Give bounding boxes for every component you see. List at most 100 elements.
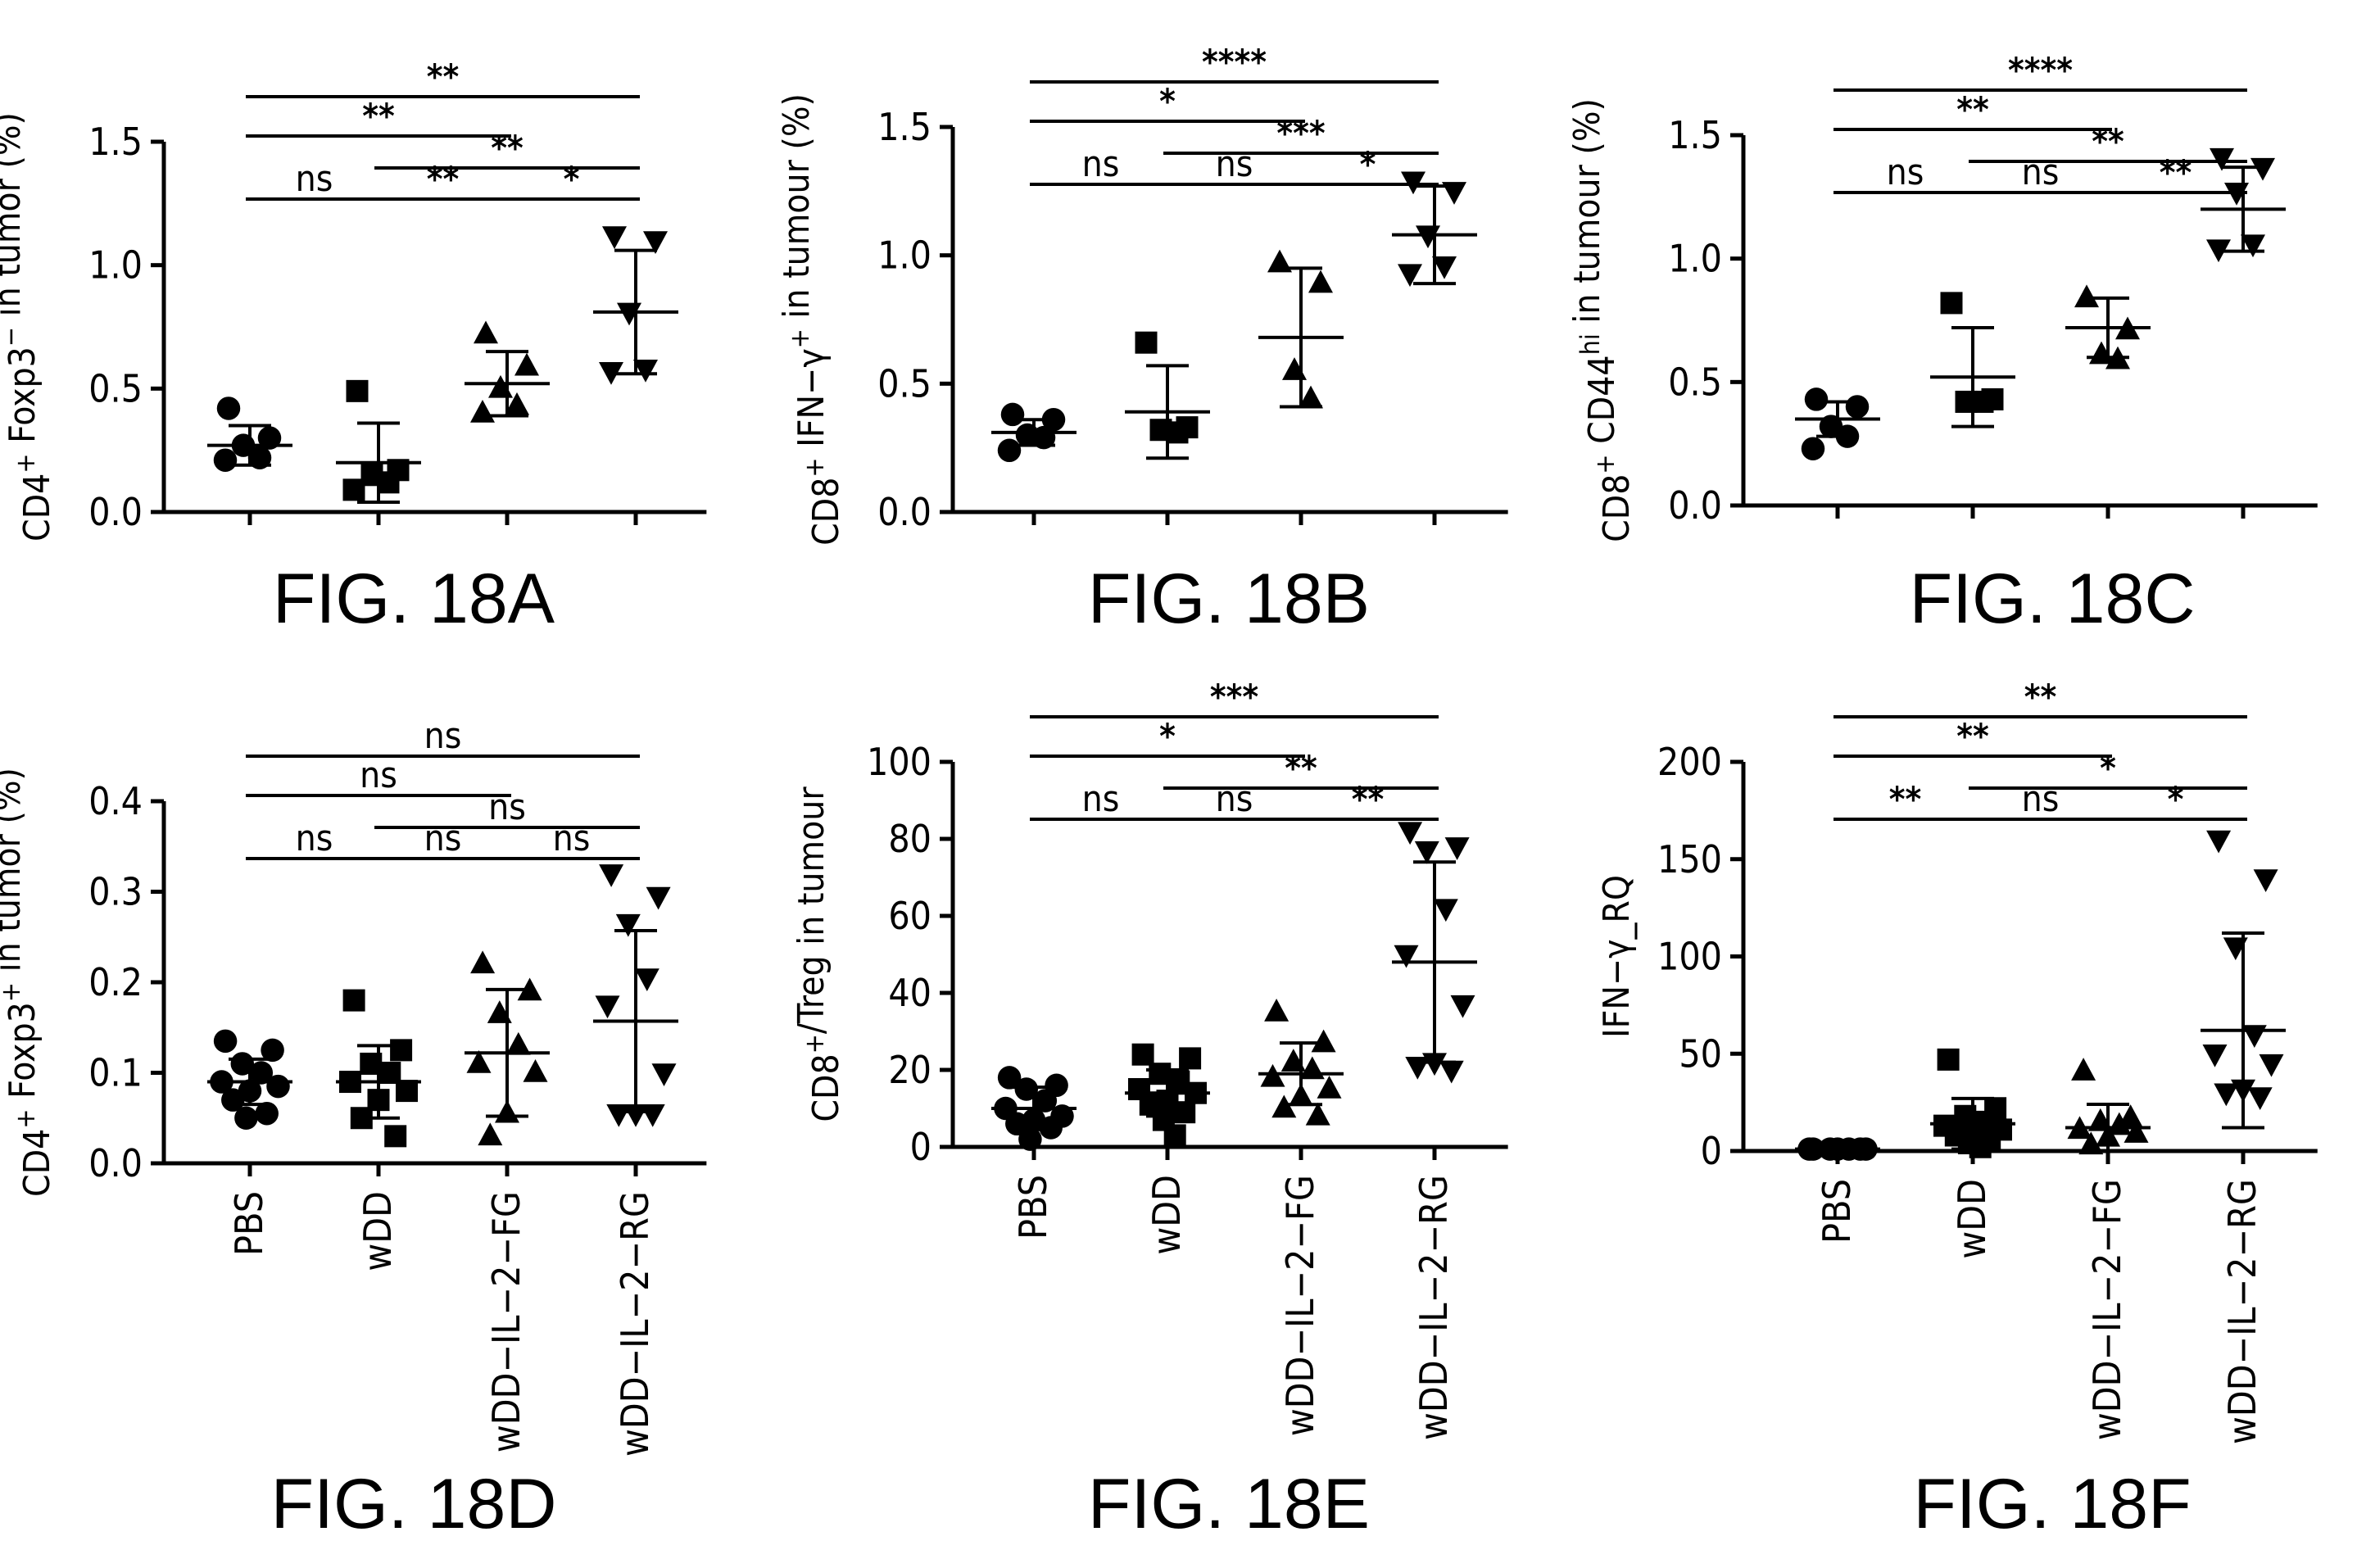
data-point xyxy=(1018,1127,1042,1151)
data-point xyxy=(651,1063,677,1086)
data-point xyxy=(1271,1094,1297,1118)
data-point xyxy=(1299,385,1323,409)
data-point xyxy=(2259,1054,2284,1077)
significance-label: ns xyxy=(2022,152,2060,193)
data-point xyxy=(633,359,658,383)
data-point xyxy=(213,448,238,472)
data-point xyxy=(2253,869,2278,892)
data-point xyxy=(1264,999,1290,1022)
data-point xyxy=(595,995,620,1019)
data-point xyxy=(599,864,624,887)
data-point xyxy=(2206,830,2232,854)
significance-label: * xyxy=(2168,779,2184,819)
y-tick-label: 0 xyxy=(1701,1129,1722,1173)
x-tick-label: PBS xyxy=(227,1191,271,1256)
data-point xyxy=(1937,1048,1960,1071)
y-tick-label: 60 xyxy=(888,894,931,938)
y-axis-label: CD8+ IFN−γ+ in tumour (%) xyxy=(776,93,847,546)
significance-label: ** xyxy=(2024,677,2057,717)
y-tick-label: 150 xyxy=(1657,837,1722,881)
figure-caption: FIG. 18B xyxy=(1088,560,1370,638)
y-tick-label: 40 xyxy=(888,971,931,1015)
data-point xyxy=(1166,421,1189,444)
data-point xyxy=(466,1049,492,1073)
y-tick-label: 1.5 xyxy=(877,105,931,149)
y-tick-label: 0.5 xyxy=(1668,360,1722,404)
data-point xyxy=(1163,1124,1186,1147)
figure-caption: FIG. 18D xyxy=(271,1465,557,1543)
data-point xyxy=(1311,1029,1336,1053)
significance-label: ns xyxy=(1887,152,1924,193)
data-point xyxy=(1405,1057,1430,1080)
data-point xyxy=(342,989,365,1012)
significance-label: ** xyxy=(427,159,460,199)
significance-label: * xyxy=(1159,81,1176,121)
data-point xyxy=(646,886,671,910)
y-tick-label: 100 xyxy=(1657,935,1722,979)
y-tick-label: 1.0 xyxy=(88,243,143,288)
data-point xyxy=(2210,147,2234,171)
data-point xyxy=(1432,256,1457,279)
data-point xyxy=(470,950,496,974)
significance-label: * xyxy=(2100,748,2116,788)
y-tick-label: 50 xyxy=(1679,1031,1722,1076)
data-point xyxy=(1179,1047,1202,1070)
data-point xyxy=(599,361,623,385)
data-point xyxy=(1305,1102,1330,1126)
figure-caption: FIG. 18C xyxy=(1910,560,2196,638)
y-axis-label: CD4+ Foxp3+ in tumor (%) xyxy=(0,768,58,1197)
data-point xyxy=(505,1031,531,1055)
significance-label: ** xyxy=(2160,152,2192,193)
significance-label: ** xyxy=(491,128,524,168)
data-point xyxy=(255,1101,279,1126)
data-point xyxy=(997,1066,1022,1090)
data-point xyxy=(377,471,400,494)
significance-label: ** xyxy=(1956,89,1989,129)
data-point xyxy=(2202,1045,2228,1067)
data-point xyxy=(1308,270,1333,293)
data-point xyxy=(2247,1087,2273,1110)
y-tick-label: 0.0 xyxy=(1668,483,1722,528)
significance-label: **** xyxy=(1202,42,1267,82)
data-point xyxy=(640,1103,665,1127)
data-point xyxy=(1433,899,1458,922)
significance-label: ** xyxy=(362,96,395,136)
data-point xyxy=(213,1029,238,1054)
data-point xyxy=(1398,264,1422,288)
data-point xyxy=(505,392,529,415)
x-tick-label: PBS xyxy=(1011,1175,1055,1239)
data-point xyxy=(1394,945,1419,968)
x-tick-label: wDD−IL−2−FG xyxy=(484,1191,528,1452)
data-point xyxy=(1282,357,1307,380)
data-point xyxy=(266,1074,290,1099)
data-point xyxy=(615,913,641,937)
data-point xyxy=(523,1059,548,1082)
y-tick-label: 20 xyxy=(888,1048,931,1092)
data-point xyxy=(2250,157,2275,181)
y-tick-label: 1.0 xyxy=(877,233,931,278)
data-point xyxy=(643,231,668,255)
significance-label: * xyxy=(1360,144,1376,184)
x-tick-label: wDD xyxy=(1145,1175,1189,1255)
data-point xyxy=(261,1038,284,1063)
data-point xyxy=(249,1061,274,1085)
x-tick-label: wDD−IL−2−FG xyxy=(2085,1179,2129,1440)
x-tick-label: wDD xyxy=(356,1191,400,1271)
significance-label: *** xyxy=(1210,677,1258,717)
data-point xyxy=(1317,1076,1342,1099)
y-axis-label: CD4+ Foxp3− in tumor (%) xyxy=(0,112,58,542)
y-tick-label: 0.2 xyxy=(88,960,143,1004)
y-tick-label: 0.3 xyxy=(88,870,143,914)
data-point xyxy=(1940,292,1963,315)
y-tick-label: 0.5 xyxy=(877,361,931,406)
y-axis-label: CD8+/Treg in tumour xyxy=(791,786,847,1122)
y-tick-label: 80 xyxy=(888,817,931,861)
data-point xyxy=(1135,331,1158,354)
data-point xyxy=(2071,1058,2096,1081)
panel-f: 0 50 100 150 200 PBS wDD wDD−IL−2−FG wDD−IL−2−RG… xyxy=(1596,677,2318,1543)
data-point xyxy=(514,352,539,376)
data-point xyxy=(384,1125,407,1148)
x-tick-label: wDD−IL−2−RG xyxy=(613,1191,657,1457)
